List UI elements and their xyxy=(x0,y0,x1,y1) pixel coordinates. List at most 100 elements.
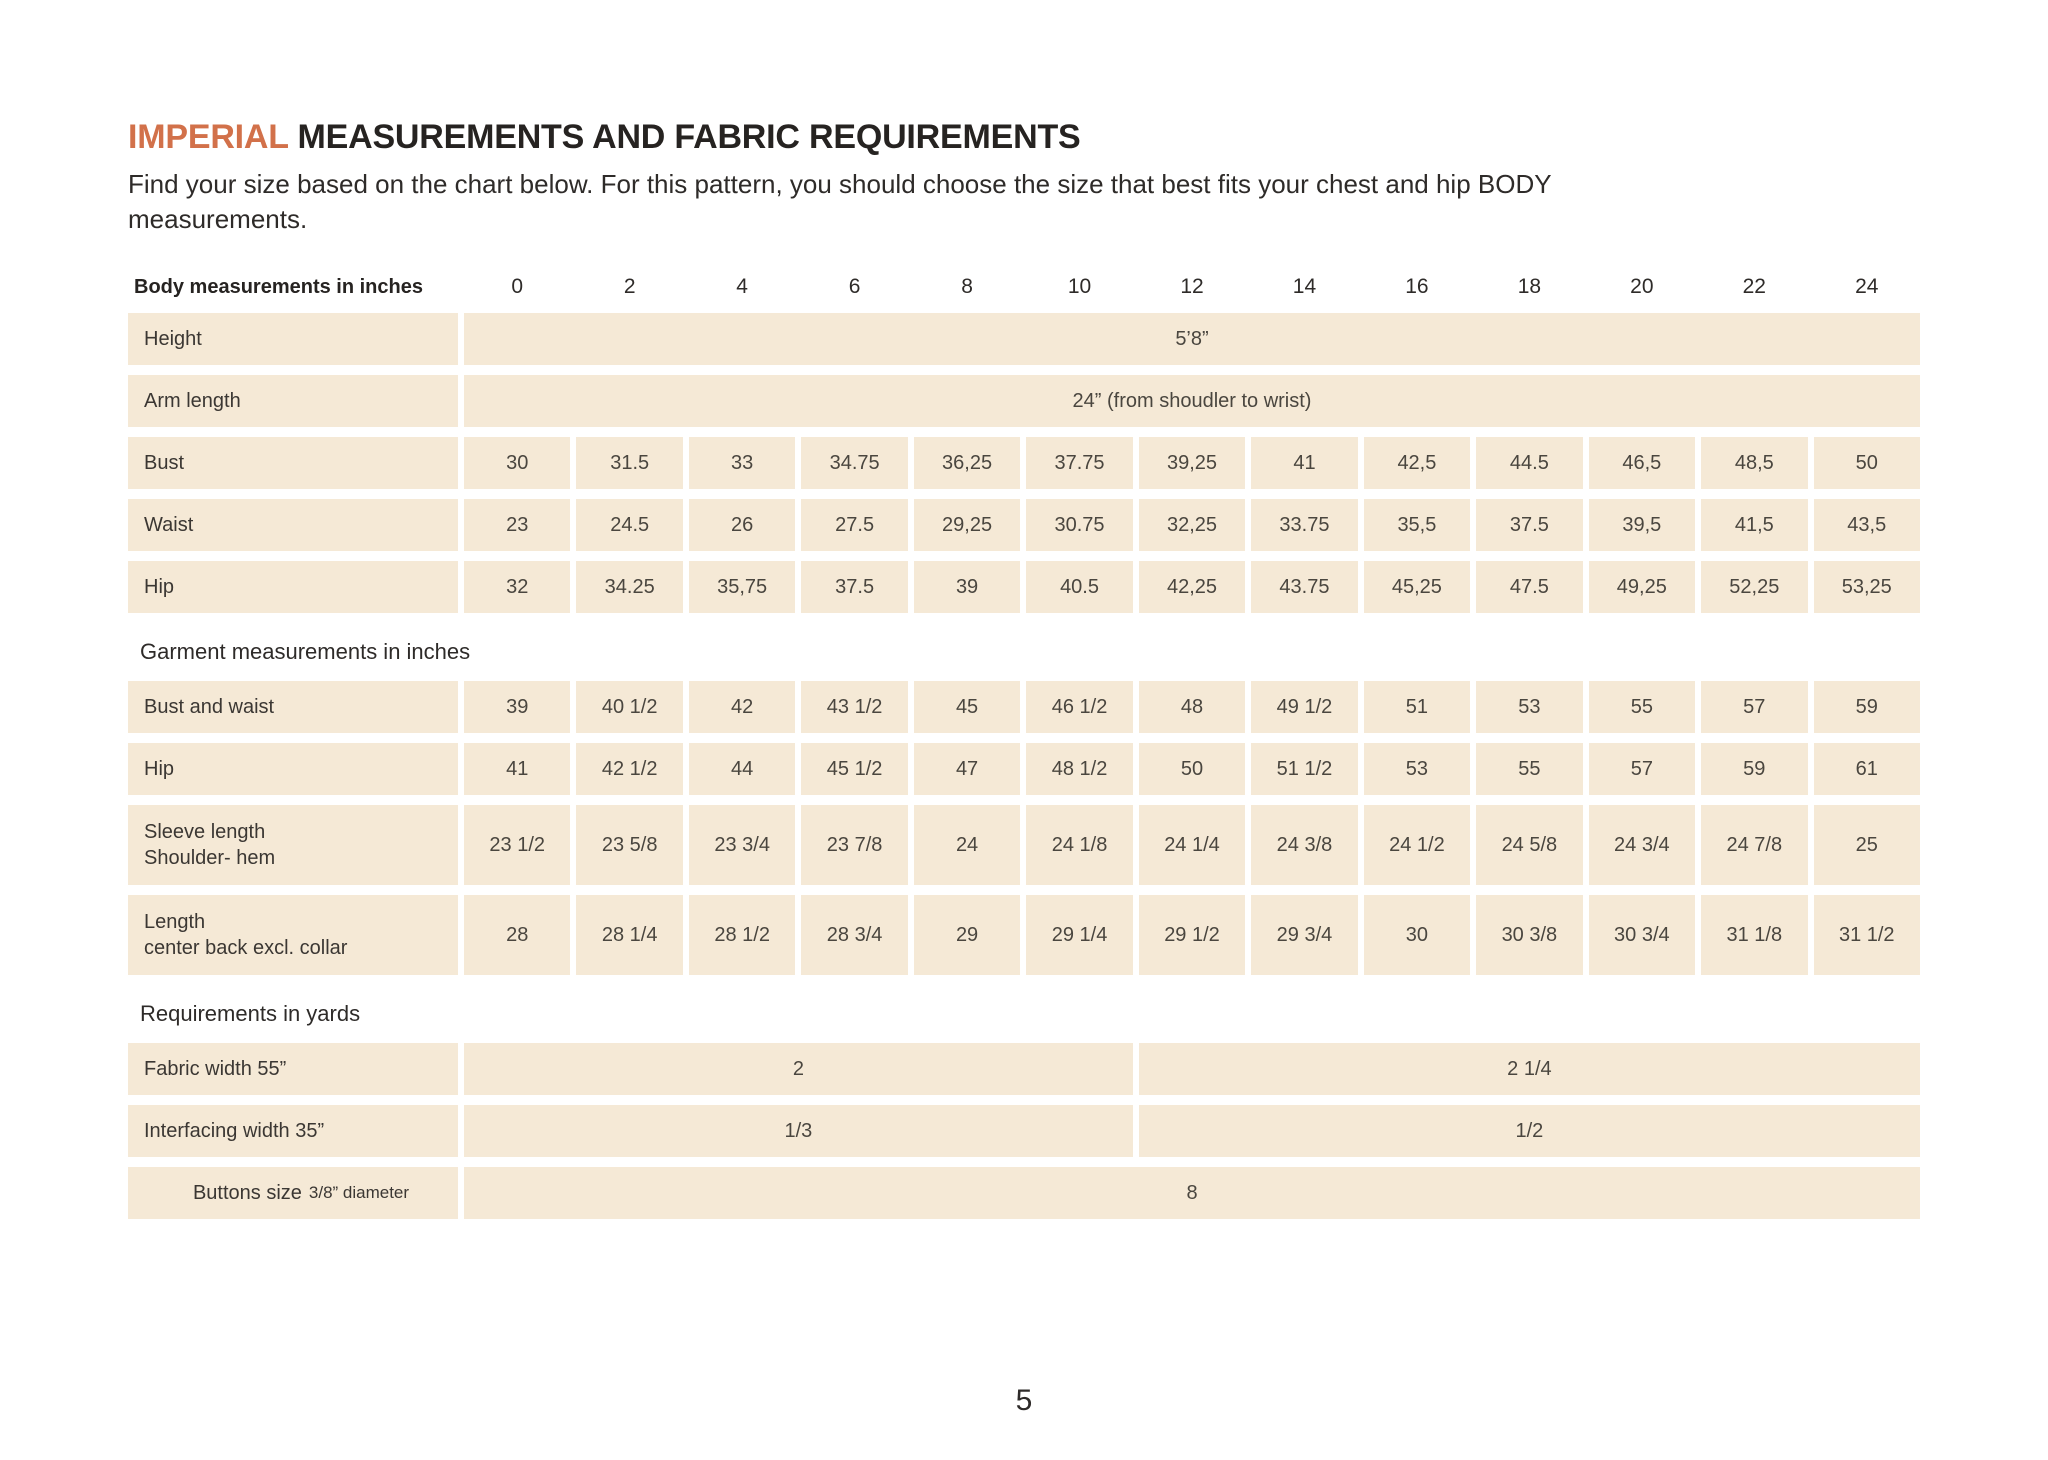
row-label-waist: Waist xyxy=(128,499,458,551)
measurement-cell: 29 1/2 xyxy=(1138,895,1246,975)
measurement-cell: 35,75 xyxy=(688,561,796,613)
row-label-text: Bust xyxy=(144,452,185,474)
row-label-fabric-width: Fabric width 55” xyxy=(128,1043,458,1095)
row-label-buttons: Buttons size 3/8” diameter xyxy=(128,1167,458,1219)
page-title: IMPERIAL MEASUREMENTS AND FABRIC REQUIRE… xyxy=(128,118,1920,157)
measurement-cell: 57 xyxy=(1588,743,1696,795)
measurement-cell: 32,25 xyxy=(1138,499,1246,551)
measurement-cell: 28 1/2 xyxy=(688,895,796,975)
title-highlight: IMPERIAL xyxy=(128,118,289,156)
measurement-cell: 51 xyxy=(1363,681,1471,733)
measurement-cell: 24 1/2 xyxy=(1363,805,1471,885)
measurement-cell: 42 1/2 xyxy=(576,743,683,795)
row-label-text: Hip xyxy=(144,758,175,780)
size-column-header: 8 xyxy=(961,275,973,298)
measurement-cell: 24 3/4 xyxy=(1588,805,1696,885)
measurement-cell: 39 xyxy=(913,561,1021,613)
measurement-cell: 50 xyxy=(1138,743,1246,795)
measurement-cell: 51 1/2 xyxy=(1251,743,1358,795)
size-column-header: 24 xyxy=(1855,275,1879,298)
table-row-bust: Bust 30 31.5 33 34.75 36,25 37.75 39,25 41 42,5 4… xyxy=(128,437,1920,489)
size-column-header: 2 xyxy=(623,275,636,298)
subtitle-line-2: measurements. xyxy=(128,204,308,234)
measurement-cell: 43.75 xyxy=(1251,561,1358,613)
measurement-cell: 48,5 xyxy=(1701,437,1808,489)
size-column-header: 0 xyxy=(511,275,524,298)
measurement-cell: 61 xyxy=(1813,743,1920,795)
size-column-header: 16 xyxy=(1405,275,1429,298)
measurement-cell: 49,25 xyxy=(1588,561,1696,613)
measurement-cell: 41 xyxy=(464,743,571,795)
measurement-cell: 46 1/2 xyxy=(1026,681,1133,733)
measurement-cell: 23 5/8 xyxy=(576,805,683,885)
row-label-subtext: 3/8” diameter xyxy=(308,1183,410,1202)
table-row-hip: Hip 32 34.25 35,75 37.5 39 40.5 42,25 43.75 45,2… xyxy=(128,561,1920,613)
measurement-cell: 23 7/8 xyxy=(801,805,908,885)
measurement-cell: 28 1/4 xyxy=(576,895,683,975)
garment-section-label: Garment measurements in inches xyxy=(140,639,471,664)
measurement-cell: 48 1/2 xyxy=(1026,743,1133,795)
size-column-header: 14 xyxy=(1292,275,1317,298)
measurement-cell: 24 xyxy=(913,805,1021,885)
measurement-cell: 33 xyxy=(688,437,796,489)
measurement-cell: 50 xyxy=(1813,437,1920,489)
buttons-value-cell: 8 xyxy=(464,1167,1920,1219)
size-column-header: 4 xyxy=(736,275,748,298)
size-column-header: 22 xyxy=(1742,275,1766,298)
measurement-cell: 43,5 xyxy=(1813,499,1920,551)
measurement-cell: 41,5 xyxy=(1701,499,1808,551)
table-row-length: Length center back excl. collar 28 28 1/4… xyxy=(128,895,1920,975)
measurement-cell: 37.5 xyxy=(801,561,908,613)
row-label-garment-hip: Hip xyxy=(128,743,458,795)
measurement-cell: 29 3/4 xyxy=(1251,895,1358,975)
arm-length-value-cell: 24” (from shoudler to wrist) xyxy=(464,375,1920,427)
measurement-cell: 47.5 xyxy=(1476,561,1583,613)
measurement-cell: 53 xyxy=(1476,681,1583,733)
measurement-cell: 24 1/4 xyxy=(1138,805,1246,885)
row-label-text: Sleeve length xyxy=(144,821,266,843)
measurement-cell: 23 3/4 xyxy=(688,805,796,885)
row-label-length: Length center back excl. collar xyxy=(128,895,458,975)
row-label-text: Buttons size xyxy=(192,1182,302,1204)
measurement-cell: 30 xyxy=(1363,895,1471,975)
measurement-cell: 53,25 xyxy=(1813,561,1920,613)
height-value-cell: 5’8” xyxy=(464,313,1920,365)
measurement-cell: 30 3/4 xyxy=(1588,895,1696,975)
measurement-cell: 30 3/8 xyxy=(1476,895,1583,975)
row-label-text: Interfacing width 35” xyxy=(144,1120,325,1142)
measurement-cell: 24 7/8 xyxy=(1701,805,1808,885)
measurement-cell: 29 1/4 xyxy=(1026,895,1133,975)
measurement-cell: 35,5 xyxy=(1363,499,1471,551)
row-label-interfacing-width: Interfacing width 35” xyxy=(128,1105,458,1157)
table-header-label: Body measurements in inches xyxy=(134,275,423,298)
size-column-header: 10 xyxy=(1067,275,1092,298)
measurement-cell: 45 1/2 xyxy=(801,743,908,795)
table-header-row: Body measurements in inches 0 2 4 6 8 10 12 14 1… xyxy=(128,275,1920,299)
measurement-cell: 25 xyxy=(1813,805,1920,885)
measurement-cell: 26 xyxy=(688,499,796,551)
row-label-text: Bust and waist xyxy=(144,696,275,718)
measurement-cell: 57 xyxy=(1701,681,1808,733)
table-row-garment-bust-waist: Bust and waist 39 40 1/2 42 43 1/2 45 46 1/2 4… xyxy=(128,681,1920,733)
measurement-cell: 52,25 xyxy=(1701,561,1808,613)
subtitle-line-1: Find your size based on the chart below.… xyxy=(128,169,1552,199)
measurement-cell: 23 1/2 xyxy=(464,805,571,885)
row-label-garment-bust-waist: Bust and waist xyxy=(128,681,458,733)
measurement-cell: 44 xyxy=(688,743,796,795)
measurement-cell: 29 xyxy=(913,895,1021,975)
fabric-width-left-cell: 2 xyxy=(464,1043,1133,1095)
measurement-cell: 36,25 xyxy=(913,437,1021,489)
measurement-cell: 32 xyxy=(464,561,571,613)
measurement-cell: 34.75 xyxy=(801,437,908,489)
table-row-sleeve-length: Sleeve length Shoulder- hem 23 1/2 23 5/8… xyxy=(128,805,1920,885)
measurement-cell: 31 1/2 xyxy=(1813,895,1920,975)
measurement-cell: 55 xyxy=(1476,743,1583,795)
measurement-cell: 40 1/2 xyxy=(576,681,683,733)
measurement-cell: 53 xyxy=(1363,743,1471,795)
row-label-subtext: center back excl. collar xyxy=(144,937,348,959)
row-label-bust: Bust xyxy=(128,437,458,489)
measurement-cell: 37.5 xyxy=(1476,499,1583,551)
measurement-cell: 45,25 xyxy=(1363,561,1471,613)
size-column-header: 20 xyxy=(1630,275,1654,298)
measurement-cell: 33.75 xyxy=(1251,499,1358,551)
